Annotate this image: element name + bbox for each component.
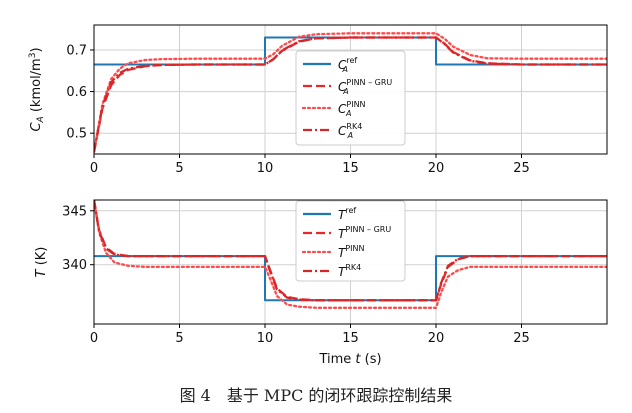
x-tick-label: 10 (257, 161, 274, 176)
x-tick-label: 25 (513, 161, 530, 176)
x-tick-label: 5 (175, 161, 183, 176)
y-axis-subscript: A (36, 116, 46, 123)
x-tick-label: 20 (428, 331, 445, 346)
legend-box (295, 200, 406, 282)
series-line-pinn (94, 32, 607, 154)
y-tick-label: 0.7 (66, 43, 87, 58)
legend-entry: CRK4 A (338, 122, 362, 140)
legend-symbol: C (338, 124, 347, 138)
y-axis-symbol: T (34, 268, 49, 277)
legend-symbol: T (338, 208, 347, 222)
legend-entry: TRK4 (338, 263, 361, 279)
legend-subscript: A (342, 65, 348, 74)
y-tick-label: 345 (62, 204, 87, 219)
legend-subscript: A (342, 87, 348, 96)
legend-superscript: PINN (345, 244, 364, 253)
legend-symbol: C (338, 102, 347, 116)
x-axis-text: Time (318, 352, 355, 367)
y-axis-superscript: 3 (28, 53, 38, 59)
legend-box (295, 50, 406, 146)
x-tick-label: 5 (175, 331, 183, 346)
x-tick-label: 15 (342, 331, 359, 346)
series-line-pinn-gru (94, 200, 607, 302)
x-tick-label: 10 (257, 331, 274, 346)
legend-symbol: T (338, 265, 347, 279)
legend-entry: CPINN A (338, 100, 366, 118)
x-tick-label: 15 (342, 161, 359, 176)
y-axis-label: CA (kmol/m3) (28, 47, 46, 131)
legend-superscript: PINN – GRU (345, 225, 391, 234)
legend-subscript: A (347, 131, 353, 140)
x-axis-symbol: t (355, 352, 361, 367)
figure: 0 5 10 15 20 250.50.60.7CA (kmol/m3)Cref ACPIN… (28, 24, 608, 367)
panel-1: 0 5 10 15 20 250.50.60.7CA (kmol/m3)Cref ACPIN… (28, 24, 608, 176)
legend-entry: TPINN (338, 244, 365, 260)
y-axis-label: T (K) (34, 247, 49, 278)
legend-entry: Tref (338, 206, 356, 222)
series-line-rk4 (94, 36, 607, 153)
legend-subscript: A (345, 109, 351, 118)
legend-entry: CPINN – GRU A (338, 78, 392, 96)
y-axis-symbol: C (29, 122, 44, 132)
legend-symbol: T (338, 227, 347, 241)
series-line-pinn (94, 200, 607, 309)
legend-symbol: C (338, 80, 347, 94)
legend-symbol: T (338, 246, 347, 260)
legend-superscript: ref (346, 56, 357, 65)
x-axis-label: Time t (s) (318, 352, 381, 367)
figure-caption: 图 4 基于 MPC 的闭环跟踪控制结果 (179, 386, 453, 405)
y-axis-unit: (K) (34, 247, 49, 270)
x-tick-label: 0 (90, 331, 98, 346)
y-tick-label: 340 (62, 258, 87, 273)
x-axis-unit: (s) (361, 352, 382, 367)
legend-superscript: PINN – GRU (346, 78, 392, 87)
legend-superscript: RK4 (345, 263, 361, 272)
y-tick-label: 0.5 (66, 127, 87, 142)
legend-symbol: C (338, 58, 347, 72)
y-axis-close: ) (29, 47, 44, 52)
legend-superscript: RK4 (346, 122, 362, 131)
y-axis-unit: (kmol/m (29, 58, 44, 116)
x-tick-label: 20 (428, 161, 445, 176)
x-tick-label: 0 (90, 161, 98, 176)
legend-superscript: ref (345, 206, 356, 215)
legend-superscript: PINN (346, 100, 365, 109)
series-line-rk4 (94, 200, 607, 302)
y-tick-label: 0.6 (66, 85, 87, 100)
legend-entry: Cref A (338, 56, 357, 74)
legend-entry: TPINN – GRU (338, 225, 391, 241)
x-tick-label: 25 (513, 331, 530, 346)
